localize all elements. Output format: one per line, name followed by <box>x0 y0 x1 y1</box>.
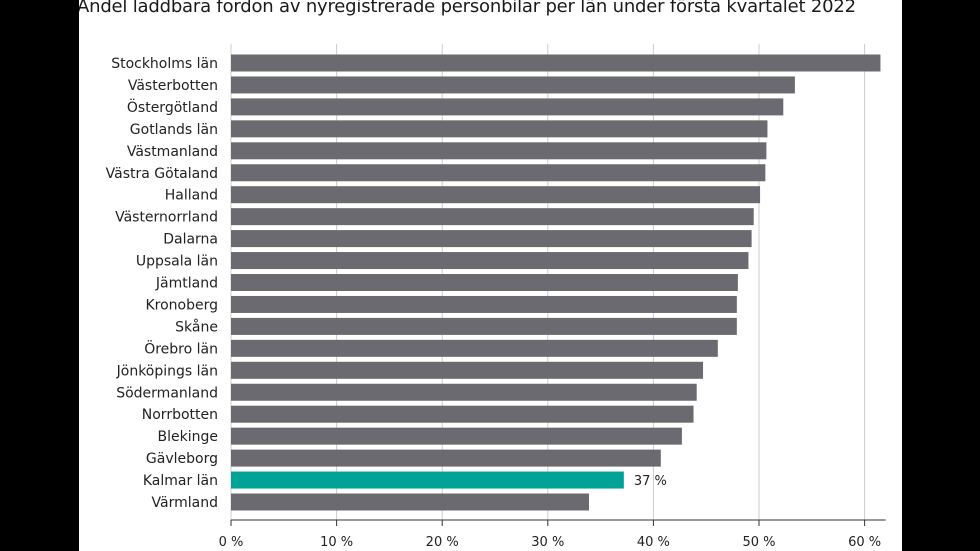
category-label: Norrbotten <box>142 407 218 423</box>
bar <box>231 339 718 357</box>
category-label: Jämtland <box>155 276 218 292</box>
chart-title: Andel laddbara fordon av nyregistrerade … <box>79 0 856 17</box>
category-label: Uppsala län <box>136 254 218 270</box>
bar <box>231 427 682 445</box>
category-label: Gävleborg <box>146 451 218 467</box>
category-label: Västerbotten <box>128 78 218 94</box>
category-label: Kalmar län <box>143 473 218 489</box>
data-label: 37 % <box>634 474 667 489</box>
bar <box>231 449 661 467</box>
category-label: Halland <box>165 188 218 204</box>
bar <box>231 54 881 72</box>
x-tick-label: 30 % <box>531 535 564 550</box>
bar <box>231 230 752 248</box>
category-label: Gotlands län <box>130 122 218 138</box>
bar <box>231 142 767 160</box>
category-label: Dalarna <box>163 232 218 248</box>
category-label: Jönköpings län <box>116 363 218 379</box>
category-label: Stockholms län <box>111 56 218 72</box>
bar <box>231 471 624 489</box>
category-label: Västernorrland <box>115 210 218 226</box>
category-label: Kronoberg <box>145 297 218 313</box>
bar <box>231 164 766 182</box>
bar <box>231 120 768 138</box>
bar <box>231 186 761 204</box>
x-tick-label: 40 % <box>637 535 670 550</box>
bar <box>231 383 697 401</box>
x-tick-label: 0 % <box>219 535 244 550</box>
category-label: Östergötland <box>127 98 218 116</box>
x-tick-label: 60 % <box>848 535 881 550</box>
bar <box>231 274 738 291</box>
chart-panel: Andel laddbara fordon av nyregistrerade … <box>79 0 902 551</box>
bar <box>231 76 795 94</box>
category-label: Västmanland <box>127 144 218 160</box>
x-tick-label: 50 % <box>742 535 775 550</box>
bar <box>231 252 749 270</box>
bar <box>231 98 784 116</box>
category-label: Örebro län <box>144 339 218 357</box>
category-label: Blekinge <box>158 429 218 445</box>
bar <box>231 317 737 335</box>
category-label: Skåne <box>175 318 218 335</box>
bar <box>231 208 754 226</box>
x-tick-label: 20 % <box>426 535 459 550</box>
bar <box>231 493 589 511</box>
bar <box>231 361 704 379</box>
x-tick-label: 10 % <box>320 535 353 550</box>
category-label: Södermanland <box>116 385 218 401</box>
bar <box>231 295 737 313</box>
bar <box>231 405 694 423</box>
category-label: Värmland <box>152 495 218 511</box>
bar-chart: Stockholms län Västerbotten Östergötland Go… <box>106 44 886 550</box>
category-label: Västra Götaland <box>106 166 218 182</box>
